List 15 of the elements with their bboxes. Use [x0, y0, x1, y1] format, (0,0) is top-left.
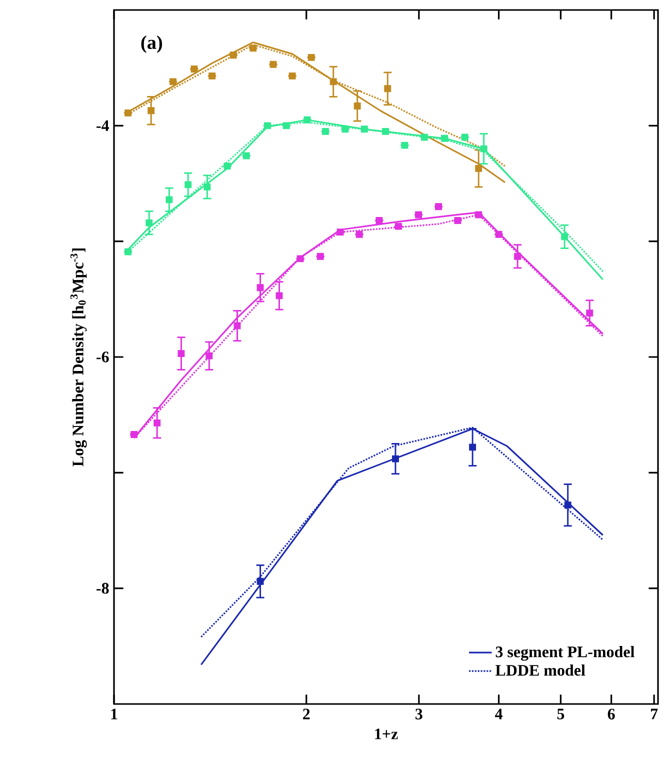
x-tick-label: 1	[111, 708, 118, 720]
y-tick-label: -6	[96, 352, 109, 362]
y-tick-label: -4	[96, 120, 109, 131]
legend-label: 3 segment PL-model	[496, 646, 634, 661]
x-tick-label: 3	[416, 708, 422, 720]
x-tick-label: 4	[494, 708, 502, 720]
y-tick-label: -8	[96, 582, 109, 594]
x-tick-label: 2	[303, 708, 310, 720]
x-axis-title: 1+z	[375, 728, 398, 740]
x-tick-label: 7	[650, 708, 658, 720]
y-axis-title: Log Number Density [h$_{0}$$^{3}$Mpc$^{-3}$]	[70, 248, 87, 466]
legend-label: LDDE model	[495, 664, 586, 676]
x-tick-label: 6	[608, 708, 615, 720]
x-tick-label: 5	[557, 708, 564, 720]
annotation: (a)	[141, 36, 162, 53]
